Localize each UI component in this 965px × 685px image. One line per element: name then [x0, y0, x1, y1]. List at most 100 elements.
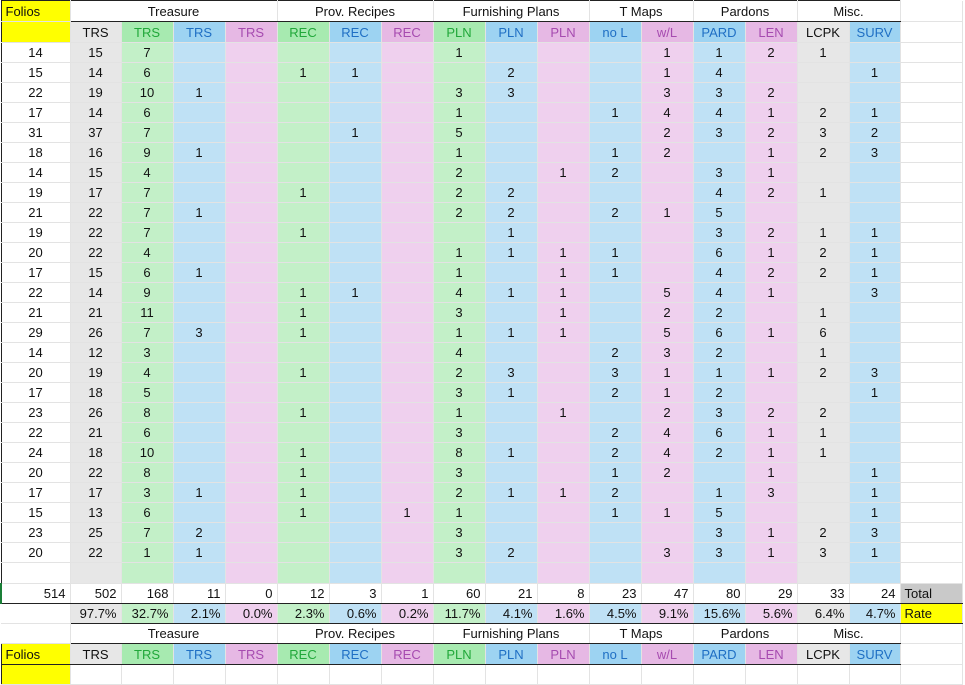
blank-cell[interactable]	[692, 562, 746, 584]
data-cell[interactable]: 1	[537, 322, 590, 343]
data-cell[interactable]: 2	[745, 402, 798, 423]
data-cell[interactable]: 14	[69, 62, 122, 83]
blank-cell[interactable]	[797, 664, 850, 685]
data-cell[interactable]: 1	[745, 102, 798, 123]
data-cell[interactable]: 7	[121, 42, 174, 63]
data-cell[interactable]	[537, 142, 590, 163]
column-label-bottom-1[interactable]: TRS	[120, 643, 174, 665]
data-cell[interactable]	[173, 102, 226, 123]
data-cell[interactable]: 1	[745, 422, 798, 443]
data-cell[interactable]: 9	[121, 282, 174, 303]
data-cell[interactable]	[173, 342, 226, 363]
data-cell[interactable]	[796, 482, 850, 503]
data-cell[interactable]: 1	[796, 342, 850, 363]
data-cell[interactable]	[225, 222, 278, 243]
group-header-3[interactable]: T Maps	[588, 0, 694, 22]
data-cell[interactable]: 5	[692, 202, 746, 223]
blank-cell[interactable]	[900, 42, 963, 63]
data-cell[interactable]: 2	[849, 122, 901, 143]
data-cell[interactable]	[225, 302, 278, 323]
data-cell[interactable]: 3	[692, 162, 746, 183]
data-cell[interactable]: 1	[432, 242, 486, 263]
blank-cell[interactable]	[432, 562, 486, 584]
data-cell[interactable]: 1	[485, 282, 538, 303]
group-header-bottom-2[interactable]: Furnishing Plans	[432, 623, 590, 644]
data-cell[interactable]	[381, 322, 434, 343]
data-cell[interactable]	[641, 162, 694, 183]
data-cell[interactable]	[849, 442, 901, 463]
data-cell[interactable]	[796, 82, 850, 103]
data-cell[interactable]: 3	[849, 142, 901, 163]
data-cell[interactable]	[381, 302, 434, 323]
data-cell[interactable]	[588, 182, 642, 203]
rate-cell[interactable]: 97.7%	[69, 603, 122, 624]
data-cell[interactable]	[381, 262, 434, 283]
data-cell[interactable]: 15	[69, 262, 122, 283]
data-cell[interactable]: 2	[641, 142, 694, 163]
data-cell[interactable]	[849, 202, 901, 223]
rate-cell[interactable]: 2.1%	[172, 603, 226, 624]
data-cell[interactable]	[173, 402, 226, 423]
data-cell[interactable]	[225, 522, 278, 543]
data-cell[interactable]	[485, 522, 538, 543]
data-cell[interactable]: 2	[173, 522, 226, 543]
column-label-11[interactable]: w/L	[641, 21, 694, 43]
total-cell[interactable]: 24	[848, 583, 901, 604]
data-cell[interactable]: 3	[692, 542, 746, 563]
data-cell[interactable]	[225, 262, 278, 283]
data-cell[interactable]: 7	[121, 222, 174, 243]
data-cell[interactable]: 4	[692, 102, 746, 123]
data-cell[interactable]: 5	[641, 282, 694, 303]
data-cell[interactable]: 1	[381, 502, 434, 523]
blank-cell[interactable]	[1, 603, 71, 624]
data-cell[interactable]: 6	[121, 102, 174, 123]
data-cell[interactable]	[381, 62, 434, 83]
data-cell[interactable]: 26	[69, 322, 122, 343]
data-cell[interactable]	[225, 402, 278, 423]
folios-cell[interactable]: 22	[0, 82, 71, 103]
data-cell[interactable]	[796, 502, 850, 523]
data-cell[interactable]	[276, 522, 330, 543]
data-cell[interactable]: 3	[796, 542, 850, 563]
data-cell[interactable]: 5	[121, 382, 174, 403]
data-cell[interactable]	[485, 342, 538, 363]
data-cell[interactable]: 1	[745, 362, 798, 383]
data-cell[interactable]	[537, 342, 590, 363]
folios-cell[interactable]: 14	[0, 42, 71, 63]
data-cell[interactable]: 1	[588, 102, 642, 123]
data-cell[interactable]: 22	[69, 222, 122, 243]
data-cell[interactable]: 2	[796, 402, 850, 423]
data-cell[interactable]: 26	[69, 402, 122, 423]
data-cell[interactable]	[225, 242, 278, 263]
data-cell[interactable]	[796, 62, 850, 83]
data-cell[interactable]: 4	[432, 282, 486, 303]
folios-cell[interactable]: 31	[0, 122, 71, 143]
data-cell[interactable]: 1	[537, 262, 590, 283]
data-cell[interactable]: 4	[692, 182, 746, 203]
data-cell[interactable]	[537, 422, 590, 443]
data-cell[interactable]: 2	[745, 222, 798, 243]
data-cell[interactable]	[276, 162, 330, 183]
column-label-bottom-3[interactable]: TRS	[224, 643, 278, 665]
data-cell[interactable]	[173, 422, 226, 443]
blank-cell[interactable]	[225, 562, 278, 584]
column-label-5[interactable]: REC	[329, 21, 382, 43]
data-cell[interactable]: 1	[588, 262, 642, 283]
data-cell[interactable]: 3	[432, 462, 486, 483]
folios-cell[interactable]: 17	[0, 482, 71, 503]
data-cell[interactable]: 1	[276, 302, 330, 323]
data-cell[interactable]: 1	[329, 282, 382, 303]
data-cell[interactable]: 1	[745, 142, 798, 163]
data-cell[interactable]: 4	[641, 102, 694, 123]
group-header-bottom-5[interactable]: Misc.	[796, 623, 901, 644]
data-cell[interactable]	[381, 342, 434, 363]
blank-cell[interactable]	[900, 62, 963, 83]
data-cell[interactable]: 1	[588, 142, 642, 163]
column-label-7[interactable]: PLN	[432, 21, 486, 43]
folios-cell[interactable]: 21	[0, 302, 71, 323]
data-cell[interactable]: 1	[485, 322, 538, 343]
blank-cell[interactable]	[900, 102, 963, 123]
column-label-bottom-8[interactable]: PLN	[484, 643, 538, 665]
data-cell[interactable]: 5	[692, 502, 746, 523]
